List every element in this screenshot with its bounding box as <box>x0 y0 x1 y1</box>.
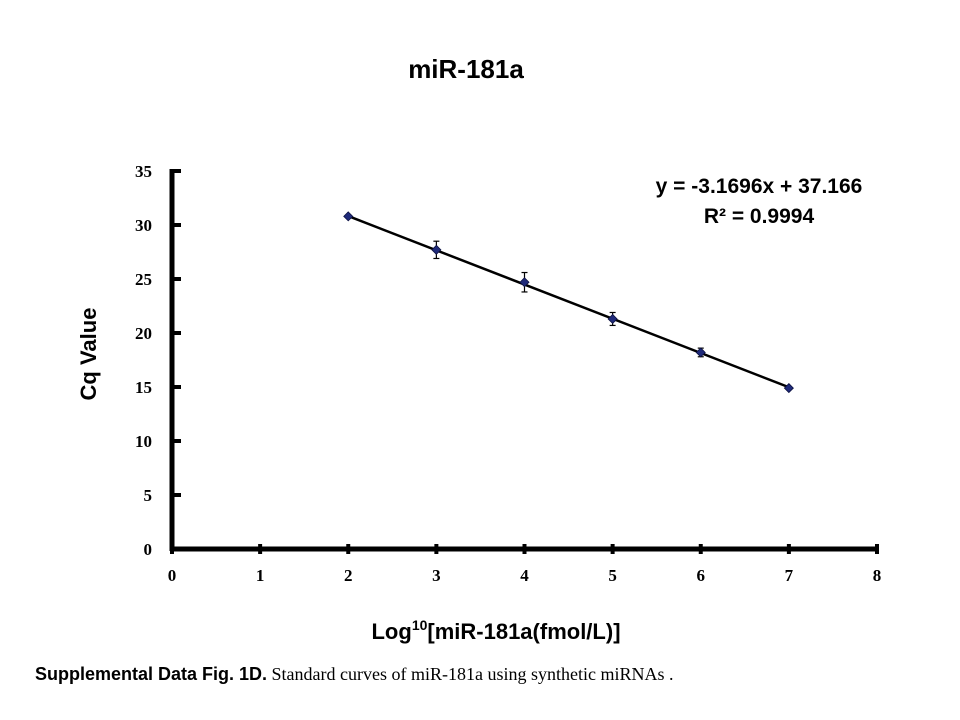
axes <box>169 169 879 554</box>
y-axis-label: Cq Value <box>76 308 101 401</box>
y-tick-label: 30 <box>135 216 152 235</box>
x-axis-label: Log10[miR-181a(fmol/L)] <box>371 617 620 644</box>
y-tick-label: 0 <box>144 540 153 559</box>
x-tick-labels: 0 1 2 3 4 5 6 7 8 <box>168 566 882 585</box>
y-tick-label: 35 <box>135 162 152 181</box>
y-tick-label: 25 <box>135 270 152 289</box>
y-tick-label: 5 <box>144 486 153 505</box>
data-point <box>343 211 354 222</box>
x-tick-label: 2 <box>344 566 353 585</box>
x-axis-label-unit: [miR-181a(fmol/L)] <box>427 619 620 644</box>
data-point <box>695 347 706 358</box>
x-tick-label: 8 <box>873 566 882 585</box>
r-squared: R² = 0.9994 <box>704 205 815 228</box>
caption-label: Supplemental Data Fig. 1D. <box>35 664 268 684</box>
x-axis-label-log: Log <box>371 619 411 644</box>
trendline-equation: y = -3.1696x + 37.166 <box>656 175 863 198</box>
data-points <box>343 211 794 394</box>
figure-caption: Supplemental Data Fig. 1D. Standard curv… <box>35 664 935 685</box>
x-tick-label: 7 <box>785 566 794 585</box>
caption-text: Standard curves of miR-181a using synthe… <box>267 664 674 684</box>
trendline <box>347 214 790 389</box>
data-point <box>783 383 794 394</box>
data-point <box>519 277 530 288</box>
data-point <box>431 244 442 255</box>
x-tick-label: 4 <box>520 566 529 585</box>
trendline-layer <box>347 214 790 389</box>
x-tick-label: 6 <box>697 566 706 585</box>
y-tick-label: 15 <box>135 378 152 397</box>
y-tick-label: 20 <box>135 324 152 343</box>
chart-title: miR-181a <box>408 54 524 84</box>
x-tick-label: 1 <box>256 566 265 585</box>
x-axis-label-superscript: 10 <box>412 617 428 633</box>
x-tick-label: 0 <box>168 566 177 585</box>
x-tick-label: 3 <box>432 566 441 585</box>
y-tick-labels: 0 5 10 15 20 25 30 35 <box>135 162 152 559</box>
x-tick-label: 5 <box>608 566 617 585</box>
data-point <box>607 313 618 325</box>
y-tick-label: 10 <box>135 432 152 451</box>
